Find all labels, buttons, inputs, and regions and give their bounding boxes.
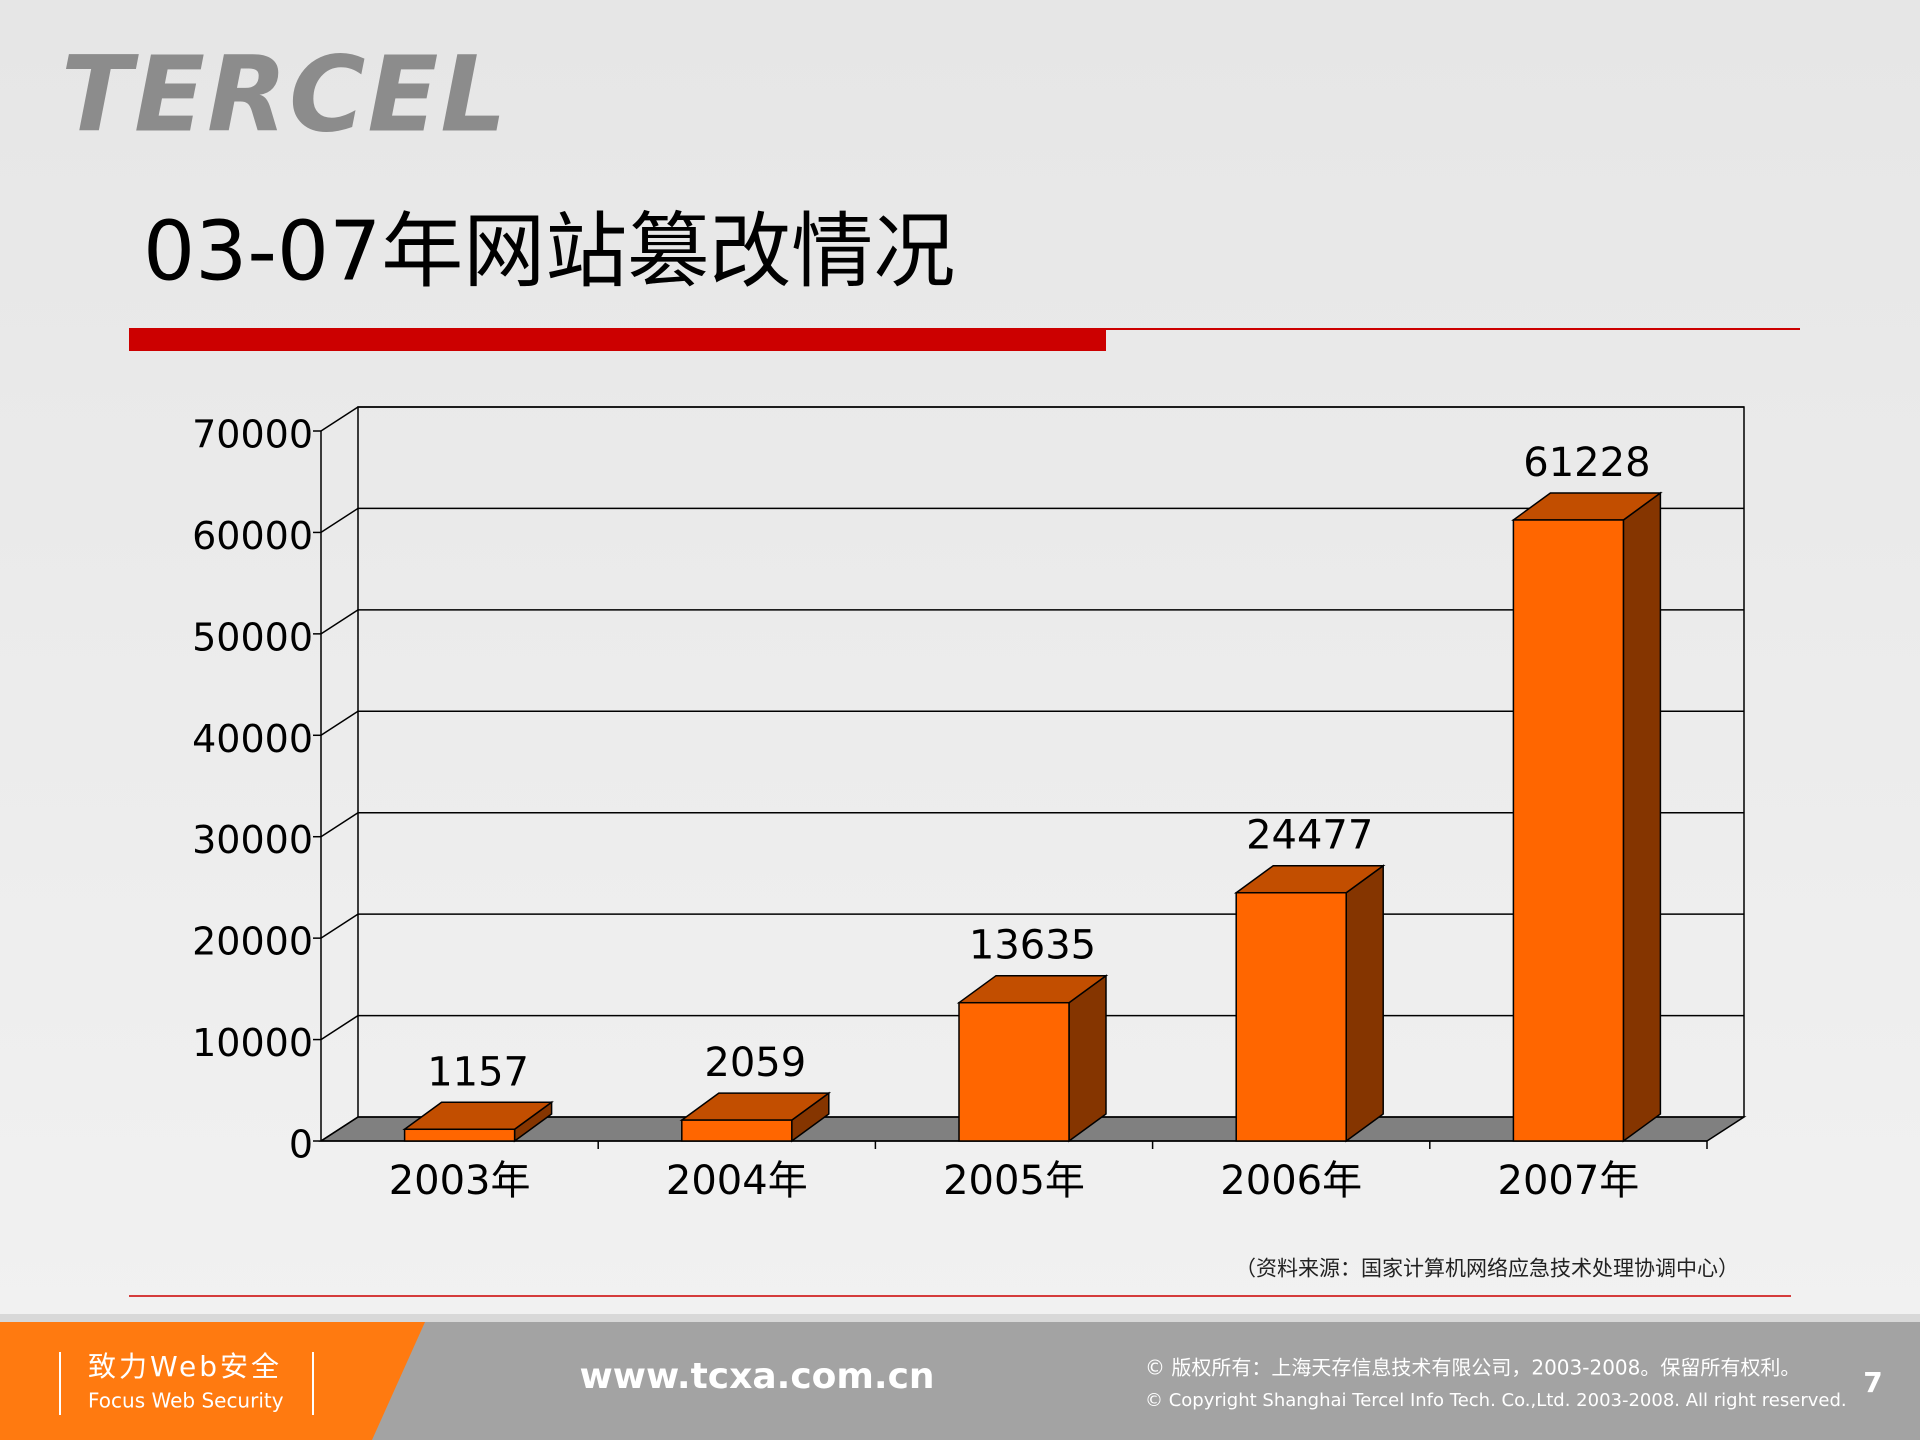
slogan: 致力Web安全	[88, 1350, 282, 1383]
url: www.tcxa.com.cn	[579, 1356, 934, 1397]
y-tick-label: 40000	[192, 717, 313, 761]
x-tick-label: 2005年	[943, 1158, 1085, 1204]
source-note: （资料来源：国家计算机网络应急技术处理协调中心）	[1235, 1257, 1739, 1281]
x-tick-label: 2007年	[1498, 1158, 1640, 1204]
page-number: 7	[1863, 1366, 1882, 1399]
value-label: 24477	[1246, 813, 1373, 859]
footer-accent	[0, 1322, 425, 1440]
grid-line	[320, 811, 1744, 838]
y-tick-label: 10000	[192, 1021, 313, 1065]
logo: TERCEL	[61, 33, 509, 155]
bar	[958, 1001, 1070, 1142]
copyright-en: © Copyright Shanghai Tercel Info Tech. C…	[1145, 1390, 1847, 1411]
copyright-cn: © 版权所有：上海天存信息技术有限公司，2003-2008。保留所有权利。	[1145, 1356, 1800, 1380]
bar	[1512, 519, 1625, 1142]
slide-title: 03-07年网站篡改情况	[143, 204, 955, 299]
y-tick-label: 0	[289, 1123, 313, 1167]
bar	[681, 1119, 793, 1142]
x-tick-label: 2006年	[1220, 1158, 1362, 1204]
bar	[403, 1128, 516, 1142]
y-tick-label: 20000	[192, 920, 313, 964]
footer-shadow	[0, 1314, 1920, 1322]
bar	[1235, 891, 1347, 1142]
y-tick-label: 50000	[192, 615, 313, 659]
y-tick-label: 30000	[192, 818, 313, 862]
grid-line	[320, 507, 1744, 534]
y-tick-label: 60000	[192, 514, 313, 558]
value-label: 2059	[704, 1040, 806, 1086]
grid-line	[320, 406, 1744, 432]
slogan-en: Focus Web Security	[88, 1389, 284, 1413]
bar-side	[1068, 974, 1107, 1143]
bar-side	[1622, 491, 1662, 1143]
bar-side	[1345, 864, 1384, 1143]
x-tick-label: 2004年	[666, 1158, 808, 1204]
grid-line	[320, 710, 1744, 736]
y-tick-label: 70000	[192, 413, 313, 457]
grid-line	[320, 609, 1744, 635]
value-label: 13635	[969, 923, 1096, 969]
value-label: 1157	[427, 1049, 529, 1095]
x-tick-label: 2003年	[389, 1158, 531, 1204]
chart: 0 10000 20000 30000 40000 50000 60000 70000 2003…	[192, 406, 1747, 1204]
title-bar	[129, 328, 1106, 351]
value-label: 61228	[1523, 440, 1650, 486]
